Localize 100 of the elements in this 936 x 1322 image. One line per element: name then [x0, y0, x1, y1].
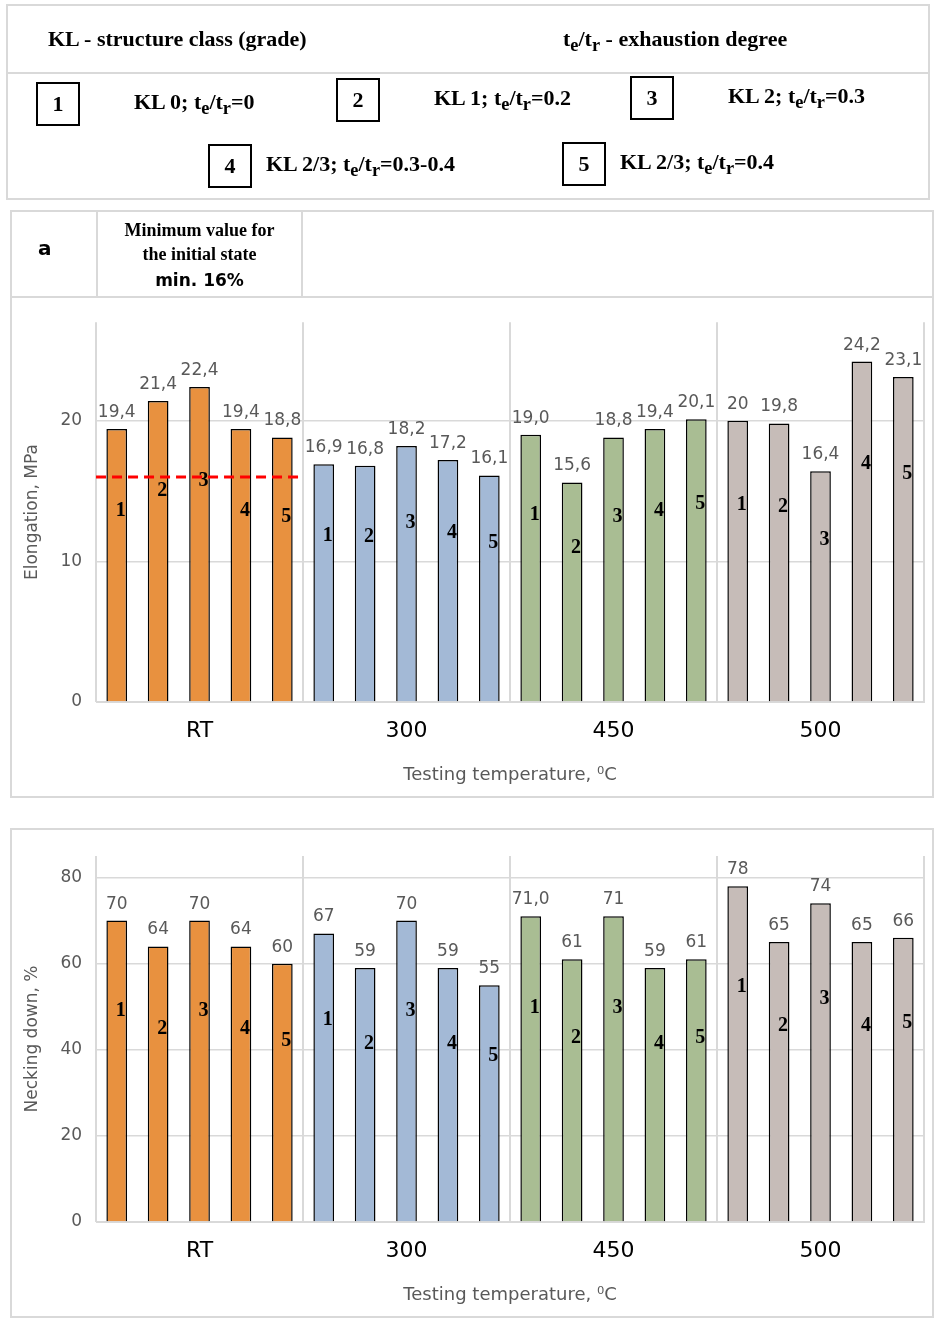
text: KL 0; t$_{e}$/t$_{r}$=0 [134, 88, 255, 120]
x-tick-label: 500 [799, 1236, 842, 1262]
data-label: 59 [644, 939, 666, 960]
text: 5 [695, 491, 706, 514]
text: 1 [115, 997, 126, 1020]
text: KL - structure class (grade) [48, 26, 307, 52]
text: 3 [819, 985, 830, 1008]
text: 4 [446, 1031, 457, 1054]
text: 4 [860, 450, 871, 473]
series-label: 3 [405, 509, 416, 532]
text: 2 [778, 1013, 789, 1036]
x-tick-label: 300 [385, 1236, 428, 1262]
data-label: 61 [561, 931, 583, 952]
series-label: 2 [364, 1031, 375, 1054]
text: 2 [157, 1016, 168, 1039]
x-tick-label: 450 [592, 1236, 635, 1262]
data-label: 18,8 [263, 409, 302, 430]
text: KL 2/3; t$_{e}$/t$_{r}$=0.4 [620, 148, 775, 180]
text: 2 [336, 78, 380, 122]
text: KL 1; t$_{e}$/t$_{r}$=0.2 [434, 84, 572, 116]
data-label: 70 [105, 892, 128, 913]
y-axis-title: Necking down, % [20, 965, 41, 1113]
data-label: 22,4 [180, 358, 219, 379]
data-label: 70 [188, 892, 211, 913]
data-label: 61 [685, 931, 708, 952]
text: 3 [198, 997, 209, 1020]
data-label: 20 [726, 392, 749, 413]
data-label: 60 [271, 935, 294, 956]
text: t$_{e}$/t$_{r}$ - exhaustion degree [563, 26, 788, 57]
y-tick-label: 20 [60, 409, 83, 430]
series-label: 2 [364, 523, 375, 546]
text: 4 [208, 144, 252, 188]
data-label: 59 [354, 939, 376, 960]
x-axis-title: Testing temperature, ⁰C [402, 1282, 617, 1304]
text: 2 [571, 535, 582, 558]
data-label: 64 [147, 918, 169, 939]
text: min. 16% [155, 270, 244, 290]
text: 3 [198, 468, 209, 491]
data-label: 16,8 [346, 437, 385, 458]
data-label: 55 [478, 957, 501, 978]
data-label: 18,8 [594, 409, 633, 430]
data-label: 19,8 [760, 395, 799, 416]
data-label: 78 [726, 858, 749, 879]
data-label: 16,9 [304, 436, 343, 457]
series-label: 3 [405, 997, 416, 1020]
text: 3 [612, 503, 623, 526]
text: 4 [239, 497, 250, 520]
y-axis-title: Elongation, MPa [20, 444, 41, 580]
text: KL 2/3; t$_{e}$/t$_{r}$=0.3-0.4 [266, 150, 455, 182]
data-label: 21,4 [139, 372, 178, 393]
data-label: 18,2 [387, 417, 426, 438]
text: 2 [778, 493, 789, 516]
data-label: 24,2 [842, 333, 881, 354]
series-label: 1 [529, 994, 540, 1017]
data-label: 19,0 [511, 406, 550, 427]
text: 1 [36, 82, 80, 126]
series-label: 5 [281, 503, 292, 526]
y-tick-label: 0 [71, 690, 83, 711]
data-label: 74 [809, 875, 832, 896]
text: 2 [571, 1025, 582, 1048]
data-label: 23,1 [884, 348, 923, 369]
x-tick-label: 300 [385, 716, 428, 742]
text: 5 [902, 461, 913, 484]
text: Minimum value for the initial state [123, 219, 276, 266]
text: 3 [630, 76, 674, 120]
data-label: 64 [230, 918, 252, 939]
data-label: 19,4 [222, 401, 260, 422]
y-tick-label: 60 [60, 952, 83, 973]
y-tick-label: 10 [60, 549, 83, 570]
text: KL 2; t$_{e}$/t$_{r}$=0.3 [728, 82, 866, 114]
text: 5 [695, 1025, 706, 1048]
text: 4 [860, 1013, 871, 1036]
data-label: 65 [768, 914, 790, 935]
data-label: 16,4 [801, 443, 840, 464]
text: 5 [488, 530, 499, 553]
text: 1 [736, 492, 747, 515]
text: 2 [157, 478, 168, 501]
data-label: 17,2 [428, 431, 467, 452]
y-tick-label: 20 [60, 1124, 83, 1145]
text: 1 [322, 522, 333, 545]
y-tick-label: 80 [60, 865, 83, 886]
chart-title: a [38, 236, 52, 260]
text: 3 [612, 994, 623, 1017]
data-label: 19,4 [97, 401, 136, 422]
data-label: 65 [851, 914, 873, 935]
data-label: 15,6 [553, 454, 592, 475]
text: 5 [902, 1010, 913, 1033]
data-label: 16,1 [470, 447, 509, 468]
x-axis-title: Testing temperature, ⁰C [402, 762, 617, 784]
data-label: 66 [892, 909, 915, 930]
series-label: 4 [653, 497, 664, 520]
series-label: 4 [653, 1031, 664, 1054]
text: 1 [115, 497, 126, 520]
y-tick-label: 40 [60, 1038, 83, 1059]
x-tick-label: RT [185, 1236, 214, 1262]
text: 1 [322, 1007, 333, 1029]
text: 5 [488, 1043, 499, 1066]
series-label: 1 [529, 501, 540, 524]
data-label: 19,4 [635, 401, 674, 422]
data-label: 67 [312, 905, 335, 926]
